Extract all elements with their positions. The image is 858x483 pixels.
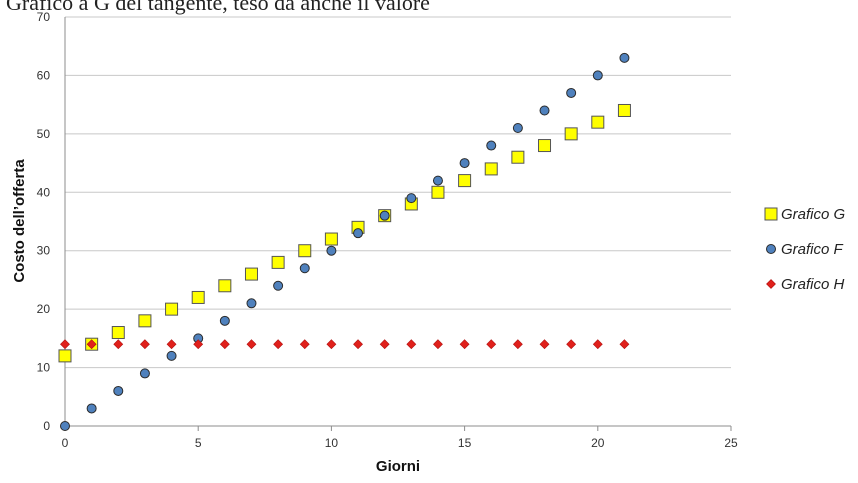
grafico-g-point — [244, 267, 258, 281]
grafico-h-point — [592, 339, 603, 350]
grafico-g-point — [538, 139, 552, 153]
grafico-h-legend-label: Grafico H — [781, 276, 845, 293]
y-tick-label: 70 — [37, 10, 51, 24]
grafico-f-point — [273, 280, 284, 291]
legend: Grafico G Grafico F Grafico H — [764, 206, 846, 293]
grafico-g-point — [324, 232, 338, 246]
grafico-g-point — [591, 115, 605, 129]
y-tick-label: 50 — [37, 127, 51, 141]
grafico-h-point — [86, 339, 97, 350]
grafico-g-point — [564, 127, 578, 141]
grafico-h-point — [113, 339, 124, 350]
grafico-f-point — [512, 123, 523, 134]
grafico-f-point — [86, 403, 97, 414]
grafico-f-point — [299, 263, 310, 274]
grafico-g-point — [511, 150, 525, 164]
grafico-h-point — [326, 339, 337, 350]
grafico-g-point — [111, 326, 125, 340]
grafico-h-point — [299, 339, 310, 350]
grafico-h-point — [193, 339, 204, 350]
grafico-g-point — [58, 349, 72, 363]
grafico-h-point — [273, 339, 284, 350]
grafico-h-point — [246, 339, 257, 350]
grid — [65, 16, 731, 369]
grafico-g-legend-label: Grafico G — [781, 206, 846, 223]
y-tick-label: 40 — [37, 185, 51, 199]
grafico-f-point — [432, 175, 443, 186]
grafico-h-point — [219, 339, 230, 350]
grafico-h-point — [406, 339, 417, 350]
x-tick-label: 20 — [591, 436, 605, 450]
y-tick-label: 60 — [37, 68, 51, 82]
grafico-f-point — [166, 350, 177, 361]
x-tick-label: 5 — [195, 436, 202, 450]
grafico-f-point — [486, 140, 497, 151]
grafico-g-legend-marker — [764, 207, 778, 221]
grafico-f-point — [60, 421, 70, 431]
grafico-f-point — [139, 368, 150, 379]
y-tick-label: 20 — [37, 302, 51, 316]
grafico-f-point — [566, 87, 577, 98]
grafico-f-point — [326, 245, 337, 256]
grafico-h-point — [539, 339, 550, 350]
grafico-f-point — [113, 385, 124, 396]
grafico-f-point — [592, 70, 603, 81]
grafico-g-point — [458, 174, 472, 188]
grafico-g-point — [165, 302, 179, 316]
header-fragment: Grafico a G del tangente, teso da anche … — [6, 0, 430, 15]
grafico-h-point — [139, 339, 150, 350]
y-tick-label: 30 — [37, 244, 51, 258]
grafico-f-legend-marker — [766, 244, 776, 254]
grafico-g-point — [218, 279, 232, 293]
y-tick-label: 0 — [43, 419, 50, 433]
grafico-h-point — [619, 339, 630, 350]
grafico-h-point — [486, 339, 497, 350]
grafico-h-point — [60, 339, 70, 350]
data-points — [58, 52, 631, 431]
grafico-f-point — [406, 193, 417, 204]
grafico-g-point — [138, 314, 152, 328]
grafico-g-point — [484, 162, 498, 176]
grafico-g-point — [191, 290, 205, 304]
y-axis-title: Costo dell’offerta — [11, 159, 28, 283]
grafico-f-legend-label: Grafico F — [781, 241, 844, 258]
grafico-h-legend-marker — [766, 279, 776, 289]
grafico-h-point — [512, 339, 523, 350]
grafico-g-point — [271, 255, 285, 269]
grafico-f-point — [459, 158, 470, 169]
grafico-f-point — [246, 298, 257, 309]
grafico-f-point — [619, 52, 630, 63]
axes: 0 10 20 30 40 50 60 70 0 5 10 15 20 25 — [37, 10, 738, 450]
x-axis-title: Giorni — [376, 458, 420, 475]
grafico-g-point — [298, 244, 312, 258]
grafico-f-point — [379, 210, 390, 221]
grafico-h-point — [166, 339, 177, 350]
grafico-g-point — [431, 185, 445, 199]
grafico-h-point — [433, 339, 443, 350]
grafico-f-point — [539, 105, 550, 116]
y-tick-label: 10 — [37, 361, 51, 375]
grafico-h-point — [566, 339, 577, 350]
x-tick-label: 10 — [325, 436, 339, 450]
grafico-f-point — [353, 228, 364, 239]
grafico-f-point — [219, 315, 230, 326]
grafico-h-point — [459, 339, 470, 350]
x-tick-label: 0 — [62, 436, 69, 450]
grafico-h-point — [379, 339, 390, 350]
grafico-g-point — [617, 103, 631, 117]
grafico-h-point — [353, 339, 363, 350]
x-tick-label: 25 — [724, 436, 738, 450]
x-tick-label: 15 — [458, 436, 472, 450]
